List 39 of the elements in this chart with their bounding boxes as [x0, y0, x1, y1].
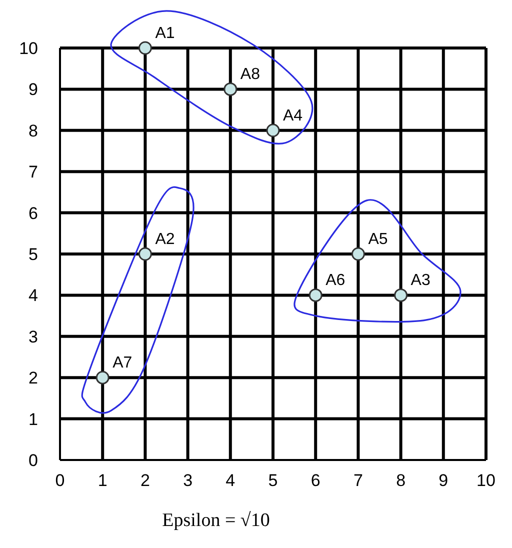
- y-tick-label: 10: [19, 39, 38, 58]
- y-tick-label: 0: [28, 451, 38, 470]
- y-tick-label: 3: [28, 327, 38, 346]
- x-tick-label: 5: [268, 471, 278, 490]
- x-tick-label: 7: [353, 471, 363, 490]
- x-tick-label: 10: [476, 471, 496, 490]
- y-tick-label: 2: [28, 368, 38, 388]
- point: [308, 288, 322, 302]
- point: [351, 247, 365, 261]
- point: [138, 41, 152, 55]
- annotation: A5: [368, 231, 388, 248]
- annotation: A7: [112, 354, 132, 372]
- y-tick-label: 1: [28, 410, 38, 429]
- y-tick-label: 4: [28, 286, 38, 306]
- y-tick-label: 8: [28, 121, 38, 140]
- annotation: A2: [155, 231, 175, 248]
- annotation: A3: [410, 272, 430, 290]
- x-tick-label: 3: [183, 471, 193, 490]
- x-tick-label: 0: [55, 471, 65, 490]
- x-tick-label: 9: [438, 471, 448, 490]
- y-tick-label: 7: [28, 162, 38, 182]
- x-tick-label: 4: [226, 471, 236, 490]
- point: [266, 124, 280, 138]
- x-tick-label: 1: [98, 471, 108, 490]
- y-tick-label: 9: [28, 80, 38, 100]
- point: [138, 247, 152, 261]
- text: Epsilon = √10: [162, 510, 270, 531]
- x-tick-label: 8: [396, 471, 406, 490]
- point: [224, 82, 238, 96]
- x-tick-label: 6: [310, 471, 320, 490]
- point: [394, 288, 408, 302]
- point: [96, 370, 110, 384]
- annotation: A4: [283, 107, 303, 124]
- x-tick-label: 2: [140, 471, 150, 490]
- y-tick-label: 5: [28, 245, 38, 264]
- annotation: A8: [240, 66, 260, 84]
- annotation: A6: [326, 272, 346, 290]
- y-tick-label: 6: [28, 204, 38, 223]
- annotation: A1: [155, 25, 175, 42]
